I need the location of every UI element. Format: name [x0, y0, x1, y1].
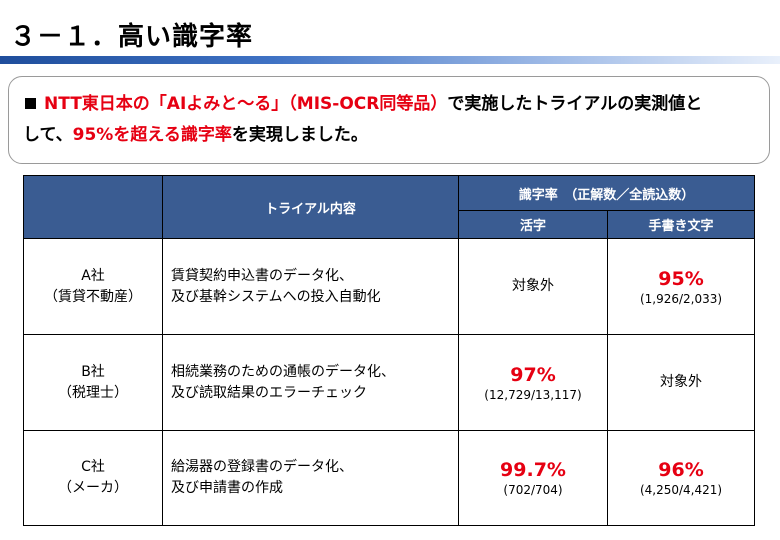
handwritten-rate-cell: 対象外 — [606, 334, 756, 431]
table-row: A社 （賃貸不動産） 賃貸契約申込書のデータ化、及び基幹システムへの投入自動化 対… — [23, 238, 756, 335]
trial-content-line: 及び読取結果のエラーチェック — [171, 384, 367, 401]
rate-percent: 96% — [658, 459, 704, 481]
header-printed-text: 活字 — [458, 210, 608, 239]
page-title: ３－１．高い識字率 — [10, 22, 254, 52]
trial-content-line: 及び申請書の作成 — [171, 480, 283, 496]
company-name: A社 — [81, 267, 105, 284]
rate-ratio: (1,926/2,033) — [639, 291, 723, 306]
trial-content-line: 給湯器の登録書のデータ化、 — [171, 459, 353, 475]
company-name: B社 — [81, 363, 105, 380]
handwritten-rate-cell: 95% (1,926/2,033) — [606, 238, 756, 335]
header-company — [23, 175, 163, 239]
rate-percent: 95% — [658, 267, 704, 290]
callout-text-1: で実施したトライアルの実測値と — [447, 94, 703, 114]
trial-content-line: 及び基幹システムへの投入自動化 — [171, 288, 381, 305]
trial-content-line: 相続業務のための通帳のデータ化、 — [171, 363, 395, 380]
rate-ratio: (702/704) — [503, 483, 563, 497]
summary-callout: NTT東日本の「AIよみと～る」（MIS-OCR同等品）で実施したトライアルの実… — [8, 76, 770, 164]
callout-highlight: 95%を超える識字率 — [72, 125, 232, 145]
square-bullet-icon — [25, 97, 36, 109]
trial-content-cell: 賃貸契約申込書のデータ化、及び基幹システムへの投入自動化 — [162, 238, 459, 335]
company-industry: （メーカ） — [58, 480, 128, 496]
table-row: C社 （メーカ） 給湯器の登録書のデータ化、 及び申請書の作成 99.7% (702/… — [23, 430, 756, 526]
printed-rate-cell: 97% (12,729/13,117) — [458, 334, 608, 431]
not-applicable-text: 対象外 — [660, 374, 702, 390]
handwritten-rate-cell: 96% (4,250/4,421) — [606, 430, 756, 526]
printed-rate-cell: 対象外 — [458, 238, 608, 335]
rate-percent: 99.7% — [500, 459, 566, 481]
company-cell: A社 （賃貸不動産） — [23, 238, 163, 335]
rate-ratio: (4,250/4,421) — [639, 483, 723, 497]
company-name: C社 — [81, 459, 105, 475]
header-recognition-rate: 識字率 （正解数／全読込数） — [457, 175, 756, 211]
company-industry: （税理士） — [58, 384, 128, 401]
header-handwritten-text: 手書き文字 — [606, 210, 756, 239]
company-cell: B社 （税理士） — [23, 334, 163, 431]
callout-text-3: を実現しました。 — [231, 125, 368, 145]
title-underline — [0, 56, 780, 64]
trial-content-cell: 相続業務のための通帳のデータ化、 及び読取結果のエラーチェック — [162, 334, 459, 431]
company-industry: （賃貸不動産） — [44, 288, 142, 305]
rate-percent: 97% — [510, 363, 556, 386]
company-cell: C社 （メーカ） — [23, 430, 163, 526]
not-applicable-text: 対象外 — [512, 278, 554, 294]
printed-rate-cell: 99.7% (702/704) — [458, 430, 608, 526]
trial-content-cell: 給湯器の登録書のデータ化、 及び申請書の作成 — [162, 430, 459, 526]
trial-results-table: トライアル内容 識字率 （正解数／全読込数） 活字 手書き文字 A社 （賃貸不動産… — [23, 175, 756, 526]
header-trial-content: トライアル内容 — [162, 175, 459, 239]
table-row: B社 （税理士） 相続業務のための通帳のデータ化、 及び読取結果のエラーチェック 9… — [23, 334, 756, 431]
callout-product: NTT東日本の「AIよみと～る」（MIS-OCR同等品） — [44, 94, 448, 114]
trial-content-line: 賃貸契約申込書のデータ化、 — [171, 267, 353, 284]
rate-ratio: (12,729/13,117) — [484, 387, 582, 402]
callout-text-2: して、 — [23, 125, 73, 145]
